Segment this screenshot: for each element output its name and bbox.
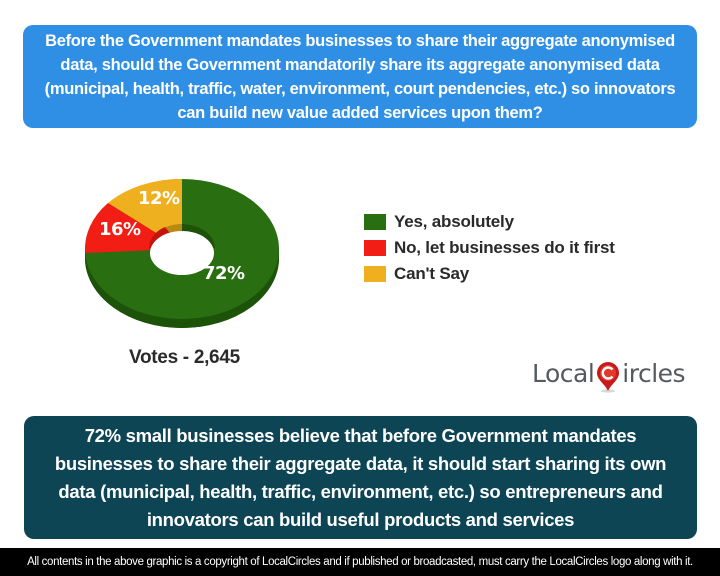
copyright-footer: All contents in the above graphic is a c…: [0, 548, 720, 576]
slice-label-no: 16%: [99, 219, 141, 240]
legend-label: Yes, absolutely: [394, 212, 514, 231]
question-line: data, should the Government mandatorily …: [60, 56, 660, 74]
question-banner: Before the Government mandates businesse…: [23, 25, 697, 128]
donut-chart: 72% 16% 12%: [70, 150, 310, 340]
legend-label: No, let businesses do it first: [394, 238, 615, 257]
finding-banner: 72% small businesses believe that before…: [24, 416, 697, 539]
question-line: can build new value added services upon …: [177, 104, 543, 122]
legend-swatch-cant-say: [364, 266, 386, 282]
finding-line: 72% small businesses believe that before…: [84, 425, 637, 446]
logo-text-left: Local: [532, 358, 595, 388]
legend-item-yes: Yes, absolutely: [364, 209, 615, 235]
logo-text-right: ircles: [622, 358, 686, 388]
question-line: Before the Government mandates businesse…: [45, 32, 675, 50]
legend-label: Can't Say: [394, 264, 469, 283]
legend-swatch-no: [364, 240, 386, 256]
localcircles-logo: Local ircles: [532, 357, 686, 393]
question-line: (municipal, health, traffic, water, envi…: [44, 80, 676, 98]
finding-line: innovators can build useful products and…: [146, 509, 575, 530]
slice-label-yes: 72%: [203, 263, 245, 284]
donut-chart-graphic: [85, 178, 279, 328]
location-pin-c-icon: [597, 362, 620, 393]
finding-line: businesses to share their aggregate data…: [54, 453, 667, 474]
finding-line: data (municipal, health, traffic, enviro…: [58, 481, 663, 502]
legend-item-cant-say: Can't Say: [364, 261, 615, 287]
chart-legend: Yes, absolutely No, let businesses do it…: [364, 209, 615, 287]
legend-item-no: No, let businesses do it first: [364, 235, 615, 261]
votes-count: Votes - 2,645: [129, 347, 240, 368]
legend-swatch-yes: [364, 214, 386, 230]
slice-label-cant-say: 12%: [138, 188, 180, 209]
